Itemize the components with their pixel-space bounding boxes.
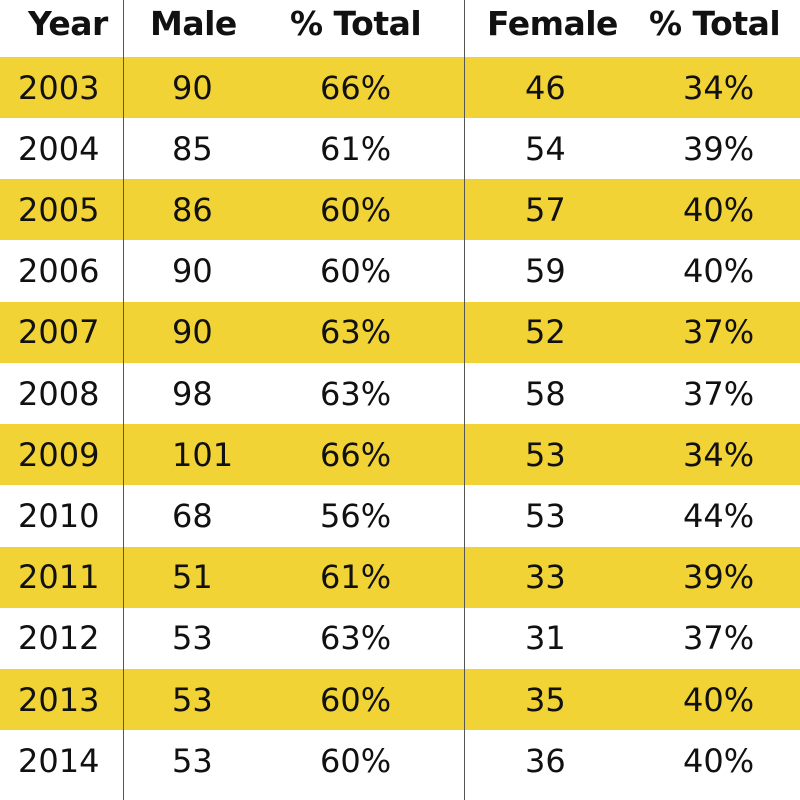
cell-year: 2011 [18, 558, 100, 597]
cell-male: 53 [172, 680, 213, 719]
cell-male: 53 [172, 741, 213, 780]
table-row: 2013 53 60% 35 40% [0, 669, 800, 730]
cell-female-percent: 40% [683, 190, 755, 229]
cell-male-percent: 60% [320, 190, 392, 229]
cell-male: 53 [172, 619, 213, 658]
column-header-male: Male [150, 3, 237, 43]
column-divider [464, 0, 465, 800]
cell-male: 90 [172, 68, 213, 107]
cell-male: 90 [172, 252, 213, 291]
cell-female: 54 [525, 129, 566, 168]
cell-female: 33 [525, 558, 566, 597]
table-row: 2010 68 56% 53 44% [0, 485, 800, 546]
cell-male-percent: 60% [320, 252, 392, 291]
cell-female-percent: 34% [683, 68, 755, 107]
cell-male: 86 [172, 190, 213, 229]
cell-year: 2013 [18, 680, 100, 719]
column-divider [123, 0, 124, 800]
cell-year: 2003 [18, 68, 100, 107]
cell-year: 2004 [18, 129, 100, 168]
cell-female: 52 [525, 313, 566, 352]
table-row: 2005 86 60% 57 40% [0, 179, 800, 241]
cell-year: 2014 [18, 741, 100, 780]
cell-female-percent: 39% [683, 129, 755, 168]
cell-female: 53 [525, 435, 566, 474]
cell-male-percent: 63% [320, 619, 392, 658]
cell-male-percent: 56% [320, 496, 392, 535]
cell-male: 90 [172, 313, 213, 352]
table-row: 2007 90 63% 52 37% [0, 301, 800, 363]
cell-year: 2012 [18, 619, 100, 658]
table-row: 2006 90 60% 59 40% [0, 241, 800, 302]
cell-male: 68 [172, 496, 213, 535]
cell-male: 98 [172, 374, 213, 413]
table-row: 2009 101 66% 53 34% [0, 424, 800, 486]
cell-female: 35 [525, 680, 566, 719]
cell-year: 2009 [18, 435, 100, 474]
cell-female-percent: 40% [683, 741, 755, 780]
cell-female-percent: 37% [683, 313, 755, 352]
cell-year: 2006 [18, 252, 100, 291]
cell-male-percent: 60% [320, 741, 392, 780]
cell-male: 51 [172, 558, 213, 597]
cell-male-percent: 61% [320, 129, 392, 168]
cell-female: 36 [525, 741, 566, 780]
cell-male-percent: 60% [320, 680, 392, 719]
cell-female-percent: 44% [683, 496, 755, 535]
cell-year: 2008 [18, 374, 100, 413]
table-row: 2011 51 61% 33 39% [0, 546, 800, 608]
column-header-female: Female [487, 3, 618, 43]
cell-female-percent: 40% [683, 680, 755, 719]
cell-female-percent: 39% [683, 558, 755, 597]
cell-male-percent: 66% [320, 435, 392, 474]
cell-female-percent: 37% [683, 374, 755, 413]
cell-male-percent: 63% [320, 374, 392, 413]
column-header-female-percent: % Total [649, 3, 781, 43]
cell-male-percent: 66% [320, 68, 392, 107]
table-row: 2012 53 63% 31 37% [0, 608, 800, 669]
table-row: 2014 53 60% 36 40% [0, 730, 800, 791]
cell-male: 85 [172, 129, 213, 168]
cell-year: 2005 [18, 190, 100, 229]
cell-female-percent: 40% [683, 252, 755, 291]
table-row: 2003 90 66% 46 34% [0, 57, 800, 118]
header-row: Year Male % Total Female % Total [0, 0, 800, 50]
cell-female-percent: 37% [683, 619, 755, 658]
table-row: 2004 85 61% 54 39% [0, 118, 800, 179]
cell-female: 58 [525, 374, 566, 413]
cell-female: 57 [525, 190, 566, 229]
column-header-male-percent: % Total [290, 3, 422, 43]
cell-female-percent: 34% [683, 435, 755, 474]
cell-female: 46 [525, 68, 566, 107]
cell-female: 59 [525, 252, 566, 291]
cell-female: 53 [525, 496, 566, 535]
cell-year: 2007 [18, 313, 100, 352]
cell-male: 101 [172, 435, 234, 474]
cell-female: 31 [525, 619, 566, 658]
cell-male-percent: 63% [320, 313, 392, 352]
table-row: 2008 98 63% 58 37% [0, 363, 800, 424]
cell-male-percent: 61% [320, 558, 392, 597]
column-header-year: Year [28, 3, 108, 43]
cell-year: 2010 [18, 496, 100, 535]
